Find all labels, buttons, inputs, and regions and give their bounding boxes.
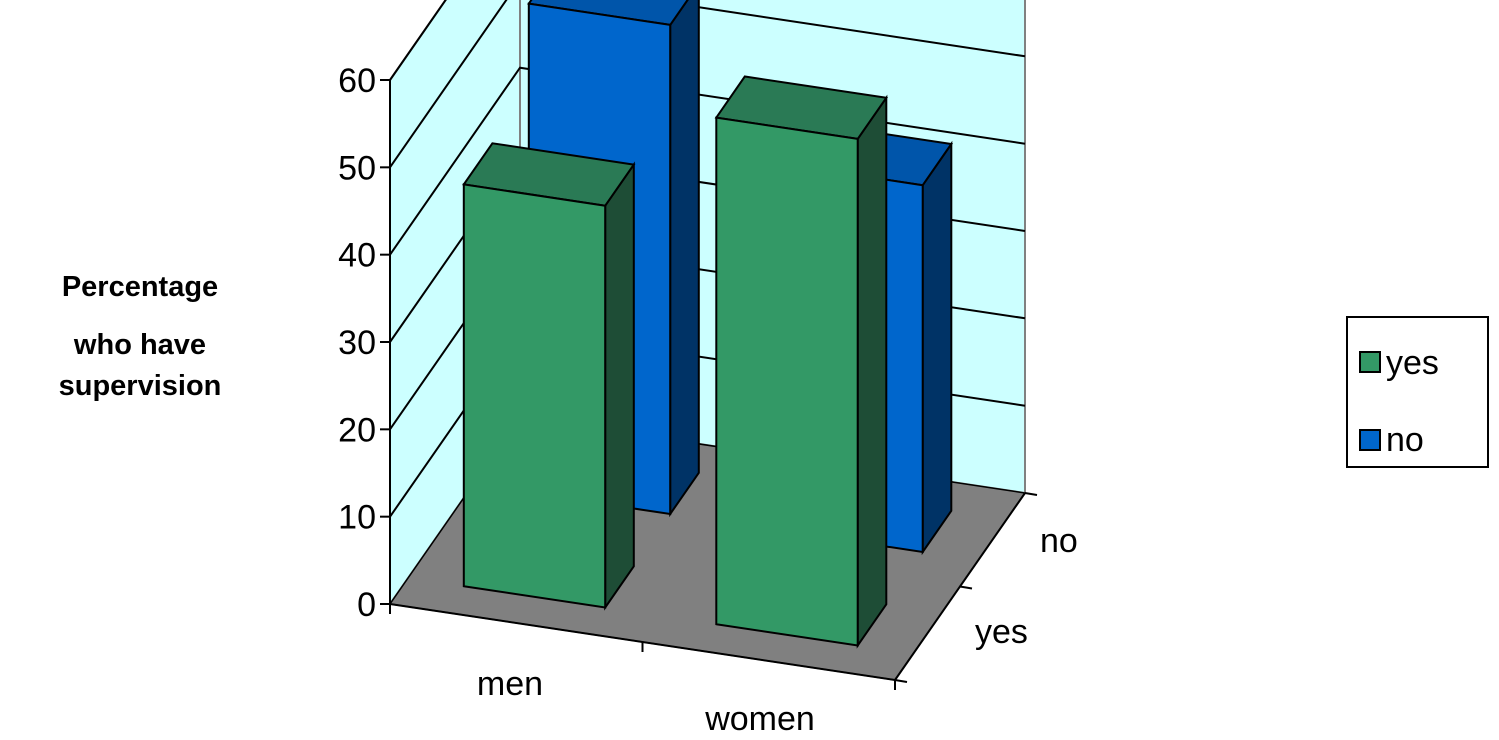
depth-tick-label-no: no (1040, 522, 1078, 560)
y-axis-label-line-2: who have (73, 329, 206, 361)
gridline-60 (389, 0, 447, 81)
y-axis-label-line-1: Percentage (62, 271, 218, 303)
bar-women-yes (714, 75, 889, 649)
gridline-50 (389, 0, 1026, 168)
chart-axes: 0 10 20 30 40 50 60 (338, 62, 1038, 690)
bar-front-men-yes (462, 183, 607, 609)
bar-side-men-no (669, 0, 700, 518)
depth-tick-2 (1024, 492, 1038, 496)
chart-bars (462, 0, 954, 649)
legend-label-yes: yes (1386, 344, 1439, 382)
legend-swatch-no (1359, 429, 1381, 451)
bar-side-women-yes (856, 94, 888, 649)
y-tick-label-50: 50 (338, 149, 376, 187)
y-tick-label-20: 20 (338, 411, 376, 449)
depth-tick-0 (894, 679, 908, 683)
y-tick-label-0: 0 (357, 586, 376, 624)
x-tick-label-women: women (704, 700, 815, 735)
y-tick-label-40: 40 (338, 237, 376, 275)
y-tick-label-10: 10 (338, 499, 376, 537)
bar-side-men-yes (604, 161, 635, 611)
legend: yes no (1346, 316, 1489, 468)
legend-label-no: no (1386, 421, 1424, 459)
y-axis-label-line-3: supervision (59, 370, 222, 402)
bar-front-women-yes (715, 116, 859, 647)
y-tick-label-60: 60 (338, 62, 376, 100)
bar-men-yes (462, 142, 636, 611)
depth-tick-1 (959, 585, 973, 590)
x-tick-label-men: men (477, 665, 543, 703)
depth-tick-label-yes: yes (975, 613, 1028, 651)
legend-swatch-yes (1359, 351, 1381, 373)
y-tick-label-30: 30 (338, 324, 376, 362)
bar-side-women-no (921, 140, 953, 556)
